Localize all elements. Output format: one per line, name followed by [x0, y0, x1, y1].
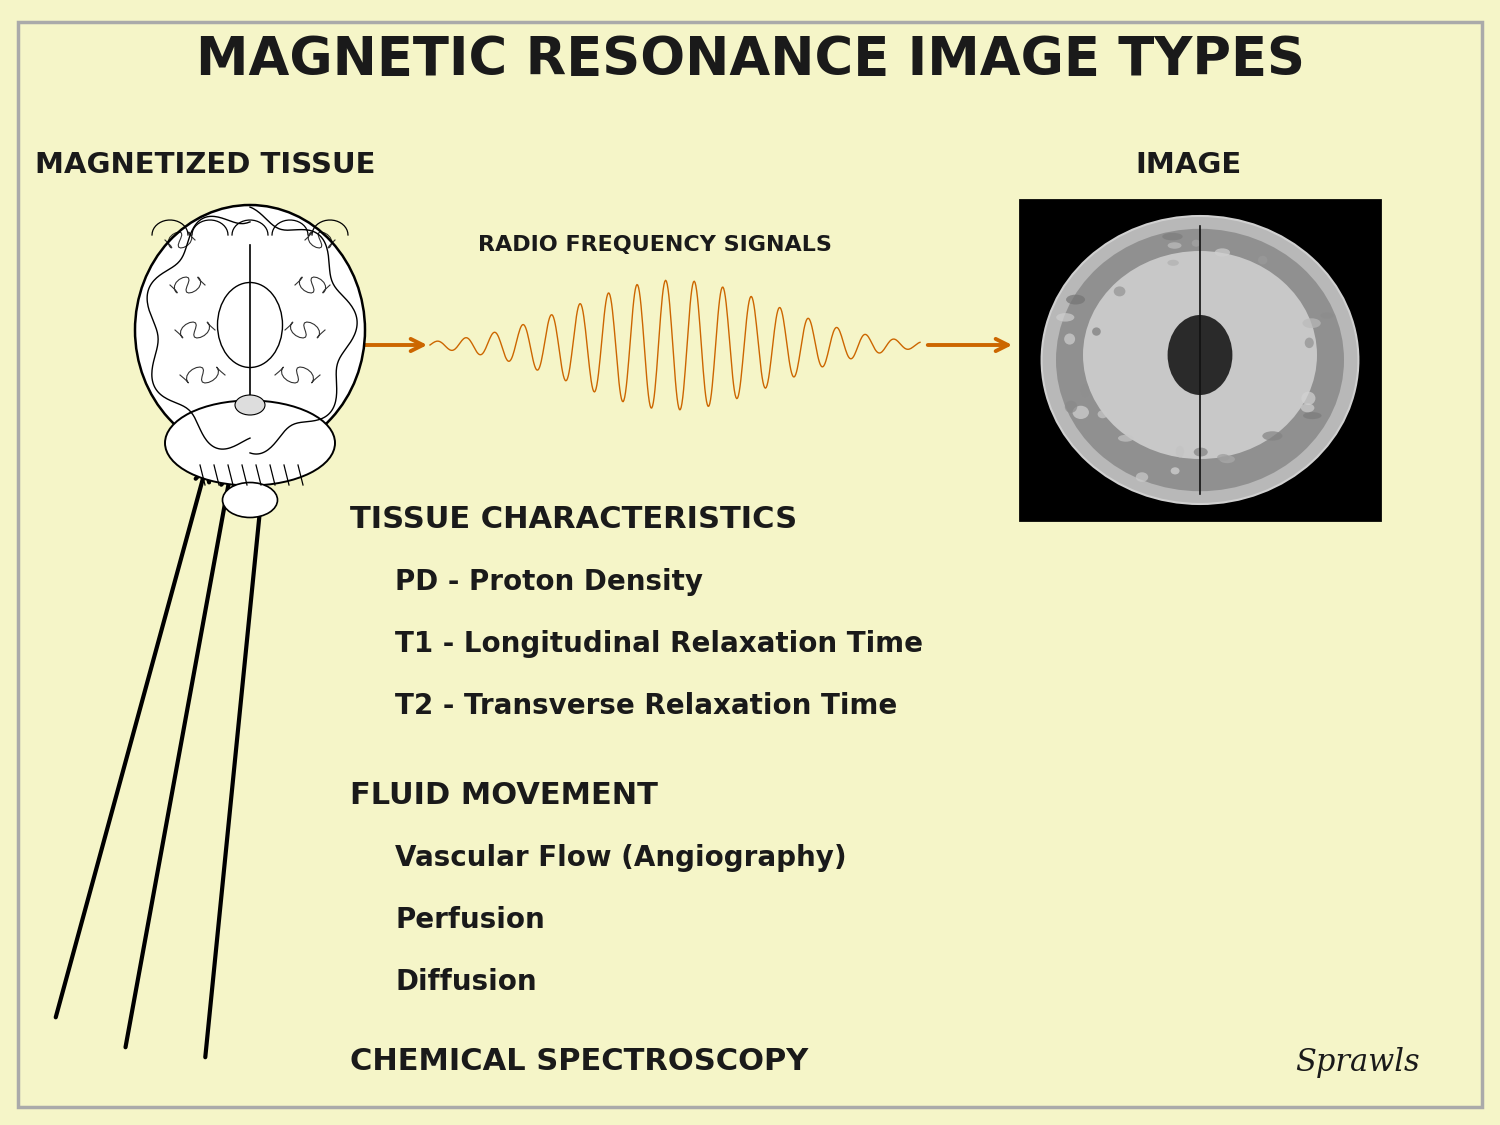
Ellipse shape [1041, 216, 1359, 504]
Ellipse shape [1305, 338, 1314, 348]
Text: T1 - Longitudinal Relaxation Time: T1 - Longitudinal Relaxation Time [394, 630, 922, 658]
Ellipse shape [1215, 249, 1230, 256]
Text: Vascular Flow (Angiography): Vascular Flow (Angiography) [394, 844, 846, 872]
Ellipse shape [1083, 286, 1102, 297]
Ellipse shape [135, 205, 364, 454]
Ellipse shape [1258, 255, 1268, 264]
Ellipse shape [1176, 446, 1184, 458]
Text: Sprawls: Sprawls [1296, 1047, 1420, 1079]
Ellipse shape [1113, 287, 1125, 296]
Ellipse shape [1167, 260, 1179, 266]
Bar [1020, 200, 1380, 520]
Text: RADIO FREQUENCY SIGNALS: RADIO FREQUENCY SIGNALS [478, 235, 832, 255]
Text: IMAGE: IMAGE [1136, 151, 1242, 179]
Ellipse shape [1170, 467, 1179, 475]
Text: PD - Proton Density: PD - Proton Density [394, 568, 704, 596]
Ellipse shape [1263, 431, 1282, 441]
Ellipse shape [1302, 318, 1322, 328]
Ellipse shape [1220, 456, 1234, 464]
Ellipse shape [1056, 228, 1344, 492]
Ellipse shape [1167, 315, 1233, 395]
Ellipse shape [1194, 448, 1208, 457]
Ellipse shape [1136, 472, 1148, 482]
Ellipse shape [1302, 392, 1316, 405]
Ellipse shape [1320, 313, 1334, 318]
Ellipse shape [1304, 412, 1322, 420]
Ellipse shape [1082, 385, 1089, 397]
Ellipse shape [1162, 233, 1182, 241]
Ellipse shape [1064, 333, 1076, 344]
Ellipse shape [1066, 295, 1084, 305]
Text: MAGNETIC RESONANCE IMAGE TYPES: MAGNETIC RESONANCE IMAGE TYPES [195, 34, 1305, 86]
Text: FLUID MOVEMENT: FLUID MOVEMENT [350, 782, 658, 810]
Ellipse shape [222, 483, 278, 518]
Ellipse shape [236, 395, 266, 415]
Ellipse shape [1065, 400, 1077, 413]
Ellipse shape [1191, 240, 1200, 246]
Ellipse shape [165, 400, 334, 486]
Text: MAGNETIZED TISSUE: MAGNETIZED TISSUE [34, 151, 375, 179]
Ellipse shape [1216, 455, 1230, 461]
Ellipse shape [1118, 434, 1134, 442]
Text: T2 - Transverse Relaxation Time: T2 - Transverse Relaxation Time [394, 692, 897, 720]
Ellipse shape [1072, 406, 1089, 418]
Text: TISSUE CHARACTERISTICS: TISSUE CHARACTERISTICS [350, 505, 796, 534]
Ellipse shape [1167, 242, 1182, 249]
Ellipse shape [1300, 404, 1314, 412]
Ellipse shape [1083, 251, 1317, 459]
Ellipse shape [1092, 327, 1101, 335]
Text: CHEMICAL SPECTROSCOPY: CHEMICAL SPECTROSCOPY [350, 1047, 808, 1077]
Ellipse shape [1056, 313, 1074, 322]
Text: Diffusion: Diffusion [394, 968, 537, 996]
Text: Perfusion: Perfusion [394, 906, 544, 934]
Ellipse shape [1098, 411, 1107, 418]
